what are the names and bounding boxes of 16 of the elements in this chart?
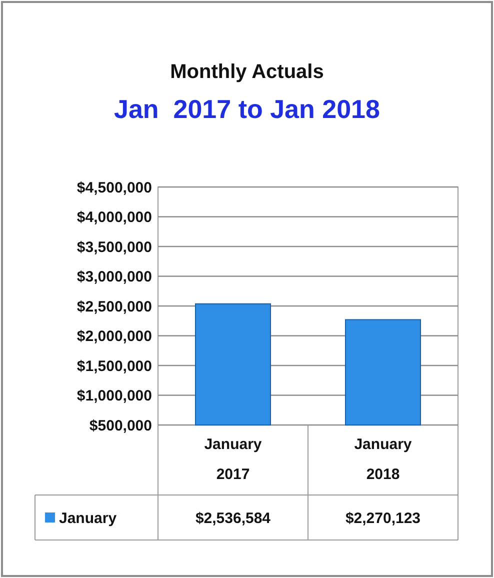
y-tick-label: $4,500,000 <box>76 179 152 196</box>
chart-subtitle: Jan 2017 to Jan 2018 <box>114 94 380 124</box>
y-tick-label: $1,500,000 <box>76 358 152 375</box>
y-tick-label: $3,500,000 <box>76 238 152 256</box>
data-label: $2,536,584 <box>195 510 272 527</box>
x-tick-label: January 2017 <box>204 436 262 483</box>
legend-label: January <box>59 510 118 527</box>
y-tick-label: $3,000,000 <box>76 268 152 286</box>
y-tick-label: $2,500,000 <box>76 298 152 316</box>
y-tick-label: $1,000,000 <box>76 388 152 404</box>
y-tick-label: $2,000,000 <box>76 328 152 345</box>
chart-title: Monthly Actuals <box>170 61 324 83</box>
x-tick-label: January 2018 <box>354 436 412 483</box>
y-tick-label: $4,000,000 <box>76 209 152 226</box>
y-tick-label: $500,000 <box>89 417 152 434</box>
data-label: $2,270,123 <box>345 510 421 527</box>
